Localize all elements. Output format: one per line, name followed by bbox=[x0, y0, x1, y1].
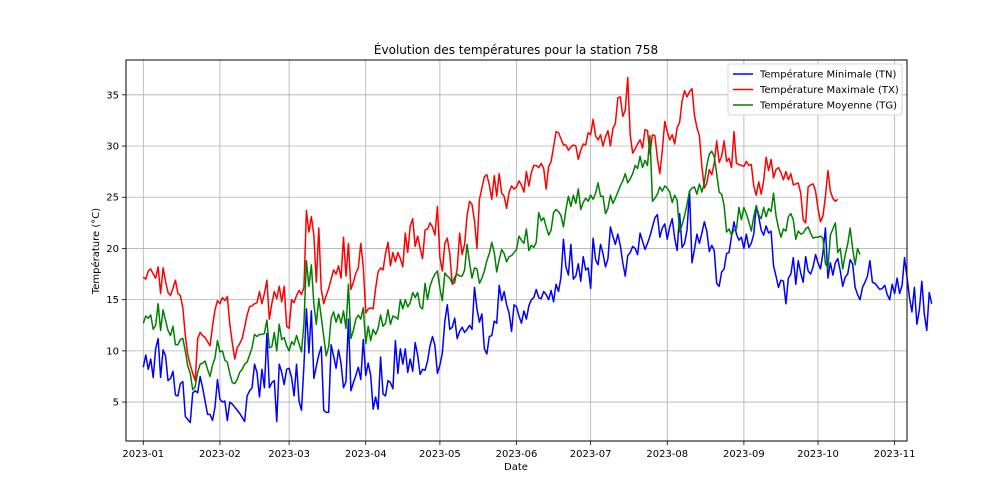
x-tick-label: 2023-05 bbox=[419, 449, 461, 460]
y-tick-label: 35 bbox=[106, 90, 119, 101]
y-tick-label: 25 bbox=[106, 193, 119, 204]
x-tick-label: 2023-01 bbox=[122, 449, 164, 460]
y-tick-label: 5 bbox=[113, 398, 119, 409]
x-tick-label: 2023-07 bbox=[570, 449, 612, 460]
legend-label-tg: Température Moyenne (TG) bbox=[759, 100, 897, 112]
legend-label-tx: Température Maximale (TX) bbox=[759, 84, 899, 96]
plot-frame bbox=[125, 59, 908, 442]
x-tick-label: 2023-06 bbox=[496, 449, 538, 460]
x-tick-label: 2023-03 bbox=[268, 449, 310, 460]
legend: Température Minimale (TN) Température Max… bbox=[727, 63, 903, 116]
x-tick-label: 2023-10 bbox=[797, 449, 839, 460]
x-tick-label: 2023-04 bbox=[345, 449, 387, 460]
x-tick-label: 2023-09 bbox=[723, 449, 765, 460]
x-tick-label: 2023-02 bbox=[199, 449, 241, 460]
chart-title: Évolution des températures pour la stati… bbox=[374, 42, 658, 57]
series-lines bbox=[142, 76, 933, 424]
x-tick-label: 2023-08 bbox=[646, 449, 688, 460]
x-axis-label: Date bbox=[504, 462, 528, 473]
y-axis-label: Température (°C) bbox=[90, 208, 102, 295]
series-line-tg bbox=[142, 135, 861, 391]
series-line-tx bbox=[142, 76, 839, 382]
y-tick-label: 20 bbox=[106, 244, 119, 255]
series-line-tn bbox=[142, 190, 933, 424]
y-tick-label: 10 bbox=[106, 346, 119, 357]
legend-label-tn: Température Minimale (TN) bbox=[759, 69, 897, 81]
y-tick-label: 15 bbox=[106, 295, 119, 306]
y-tick-label: 30 bbox=[106, 142, 119, 153]
x-tick-label: 2023-11 bbox=[874, 449, 916, 460]
axis-ticks: 2023-01 2023-02 2023-03 2023-04 2023-05 2023-… bbox=[106, 90, 915, 460]
legend-box bbox=[727, 63, 903, 116]
